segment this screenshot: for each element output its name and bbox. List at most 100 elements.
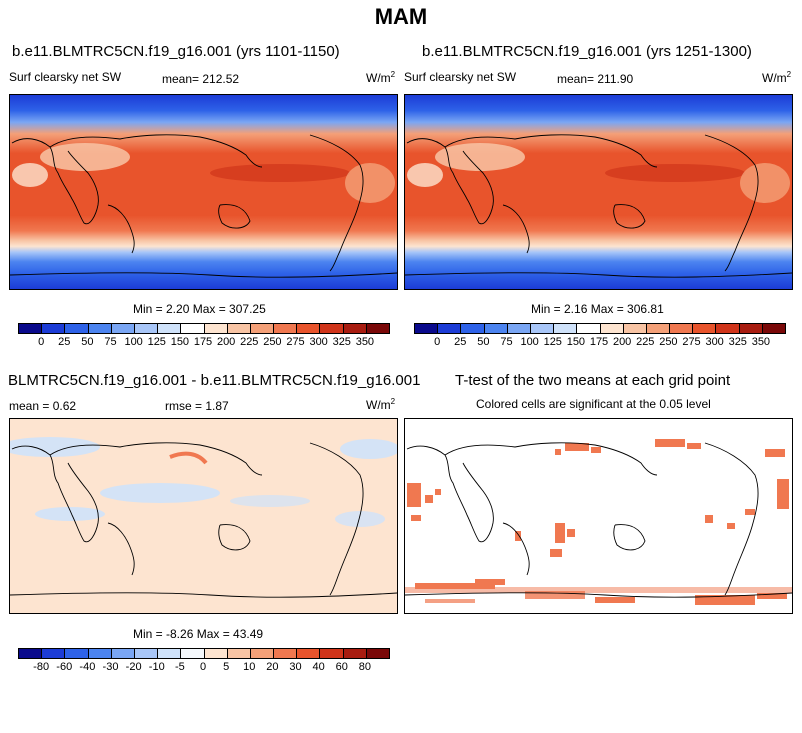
colorbar-tick-label: 0: [38, 336, 45, 348]
colorbar-tick-label: 10: [243, 661, 256, 673]
colorbar-segment: [577, 324, 601, 333]
colorbar-tick-label: -40: [79, 661, 96, 673]
colorbar-segment: [693, 324, 717, 333]
colorbar-tick-label: 350: [751, 336, 771, 348]
colorbar-tick-label: 25: [454, 336, 467, 348]
colorbar-segment: [461, 324, 485, 333]
colorbar-segment: [507, 324, 531, 333]
colorbar-tick-label: -80: [33, 661, 50, 673]
colorbar-tick-label: 100: [520, 336, 539, 348]
colorbar-tick-label: 225: [636, 336, 655, 348]
colorbar-segment: [366, 324, 389, 333]
colorbar-tick-label: 250: [659, 336, 678, 348]
colorbar-segment: [554, 324, 578, 333]
colorbar-segment: [204, 324, 228, 333]
bottom-left-minmax: Min = -8.26 Max = 43.49: [133, 627, 264, 641]
colorbar-segment: [65, 649, 89, 658]
colorbar-tick-label: -10: [148, 661, 165, 673]
colorbar-tick-label: 40: [312, 661, 325, 673]
colorbar-tick-label: 150: [170, 336, 190, 348]
colorbar-segment: [227, 649, 251, 658]
colorbar-segment: [646, 324, 671, 333]
top-left-map: [9, 94, 398, 290]
colorbar-tick-label: 275: [286, 336, 305, 348]
colorbar-segment: [19, 649, 43, 658]
colorbar-tick-label: 175: [193, 336, 213, 348]
top-right-minmax: Min = 2.16 Max = 306.81: [531, 302, 664, 316]
top-left-minmax: Min = 2.20 Max = 307.25: [133, 302, 266, 316]
colorbar-tick-label: 225: [240, 336, 259, 348]
colorbar-tick-label: 75: [104, 336, 117, 348]
colorbar-segment: [88, 324, 112, 333]
colorbar-segment: [366, 649, 389, 658]
colorbar-segment: [204, 649, 228, 658]
colorbar-tick-label: 350: [355, 336, 375, 348]
colorbar-tick-label: 20: [266, 661, 279, 673]
colorbar-tick-label: 125: [543, 336, 562, 348]
top-right-colorbar: [414, 323, 786, 334]
top-left-colorbar: [18, 323, 390, 334]
colorbar-tick-label: -5: [174, 661, 185, 673]
top-left-panel-title: b.e11.BLMTRC5CN.f19_g16.001 (yrs 1101-11…: [12, 43, 340, 60]
colorbar-segment: [438, 324, 462, 333]
colorbar-tick-label: 325: [728, 336, 747, 348]
colorbar-segment: [134, 649, 159, 658]
colorbar-tick-label: -20: [125, 661, 142, 673]
colorbar-segment: [670, 324, 694, 333]
colorbar-segment: [88, 649, 112, 658]
colorbar-segment: [181, 649, 205, 658]
colorbar-tick-label: 75: [500, 336, 513, 348]
colorbar-tick-label: 0: [434, 336, 441, 348]
colorbar-segment: [415, 324, 439, 333]
bottom-right-panel-title: T-test of the two means at each grid poi…: [455, 372, 731, 389]
colorbar-segment: [297, 324, 321, 333]
colorbar-tick-label: 80: [358, 661, 371, 673]
colorbar-segment: [320, 324, 344, 333]
top-left-mean-label: mean= 212.52: [162, 72, 240, 86]
top-left-variable-label: Surf clearsky net SW: [9, 70, 122, 84]
colorbar-tick-label: 100: [124, 336, 143, 348]
colorbar-tick-label: 5: [223, 661, 230, 673]
colorbar-tick-label: 300: [705, 336, 724, 348]
colorbar-tick-label: 300: [309, 336, 328, 348]
colorbar-tick-label: 325: [332, 336, 351, 348]
top-right-colorbar-labels: 0 25 50 75 100 125 150 175 200 225 250 275 300 325 350: [414, 336, 784, 350]
colorbar-segment: [134, 324, 159, 333]
colorbar-tick-label: 125: [147, 336, 166, 348]
bottom-left-mean-label: mean = 0.62: [9, 399, 77, 413]
colorbar-tick-label: 50: [477, 336, 490, 348]
colorbar-tick-label: 200: [216, 336, 236, 348]
colorbar-segment: [343, 324, 367, 333]
colorbar-segment: [274, 324, 298, 333]
bottom-right-map: [404, 418, 793, 614]
colorbar-segment: [158, 649, 182, 658]
colorbar-segment: [65, 324, 89, 333]
colorbar-tick-label: 50: [81, 336, 94, 348]
colorbar-segment: [320, 649, 344, 658]
top-left-units: W/m2: [366, 70, 396, 85]
bottom-left-rmse-label: rmse = 1.87: [165, 399, 229, 413]
colorbar-segment: [716, 324, 740, 333]
colorbar-segment: [42, 649, 66, 658]
colorbar-segment: [623, 324, 647, 333]
bottom-left-units: W/m2: [366, 397, 396, 412]
colorbar-segment: [19, 324, 43, 333]
colorbar-tick-label: 175: [589, 336, 609, 348]
colorbar-segment: [158, 324, 182, 333]
colorbar-segment: [250, 649, 275, 658]
colorbar-segment: [762, 324, 785, 333]
colorbar-tick-label: 150: [566, 336, 586, 348]
top-right-units: W/m2: [762, 70, 792, 85]
colorbar-tick-label: 250: [263, 336, 282, 348]
colorbar-segment: [250, 324, 275, 333]
colorbar-segment: [227, 324, 251, 333]
colorbar-segment: [111, 324, 135, 333]
colorbar-segment: [181, 324, 205, 333]
colorbar-segment: [42, 324, 66, 333]
colorbar-segment: [600, 324, 624, 333]
top-right-panel-title: b.e11.BLMTRC5CN.f19_g16.001 (yrs 1251-13…: [422, 43, 752, 60]
colorbar-segment: [343, 649, 367, 658]
colorbar-tick-label: 0: [199, 661, 207, 673]
colorbar-tick-label: -60: [56, 661, 73, 673]
colorbar-tick-label: 60: [335, 661, 348, 673]
